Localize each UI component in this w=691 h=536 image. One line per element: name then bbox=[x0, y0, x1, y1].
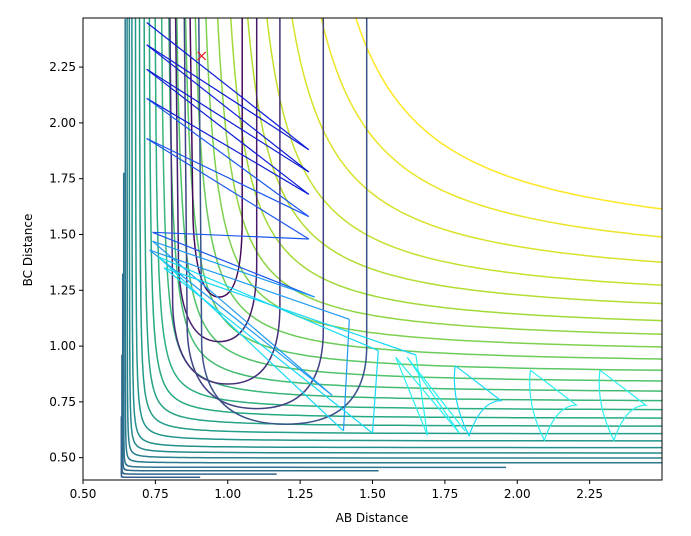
trajectory-loop bbox=[598, 369, 648, 442]
y-tick-label: 2.00 bbox=[49, 116, 76, 130]
contour-line bbox=[229, 18, 662, 322]
trajectory-segment bbox=[395, 356, 460, 434]
trajectory-segment bbox=[146, 68, 310, 173]
trajectory-segment bbox=[146, 97, 310, 195]
contour-line bbox=[291, 18, 662, 263]
contour-line bbox=[120, 416, 201, 479]
contour-line bbox=[266, 18, 662, 286]
contour-line bbox=[121, 273, 379, 472]
x-tick-label: 1.75 bbox=[432, 487, 459, 501]
contour-line bbox=[143, 18, 662, 427]
contour-line bbox=[216, 18, 662, 335]
start-marker bbox=[197, 51, 207, 61]
contour-line bbox=[355, 18, 662, 210]
x-axis-ticks: 0.50 0.75 1.00 1.25 1.50 1.75 2.00 2.25 bbox=[70, 480, 603, 501]
contour-line bbox=[131, 18, 662, 449]
contour-line bbox=[126, 18, 662, 459]
contour-line bbox=[138, 18, 662, 435]
trajectory-segment bbox=[146, 137, 310, 240]
y-tick-label: 1.00 bbox=[49, 339, 76, 353]
contour-line bbox=[176, 18, 662, 382]
y-tick-label: 1.50 bbox=[49, 227, 76, 241]
contour-line bbox=[124, 18, 662, 464]
trajectory-segment bbox=[371, 350, 379, 434]
y-tick-label: 1.75 bbox=[49, 172, 76, 186]
trajectory-segment bbox=[157, 256, 344, 432]
x-tick-label: 0.75 bbox=[142, 487, 169, 501]
contour-line bbox=[122, 172, 506, 469]
contour-line bbox=[121, 354, 277, 475]
x-tick-label: 2.25 bbox=[576, 487, 603, 501]
trajectory-segment bbox=[152, 240, 315, 298]
contour-line bbox=[168, 18, 662, 392]
well-contour-line bbox=[189, 18, 243, 298]
trajectory-line bbox=[146, 22, 648, 442]
contour-line bbox=[320, 18, 662, 238]
well-contour-line bbox=[174, 18, 258, 343]
trajectory-segment bbox=[152, 231, 309, 240]
y-tick-label: 0.50 bbox=[49, 451, 76, 465]
well-contour-line bbox=[183, 18, 325, 410]
trajectory-segment bbox=[146, 68, 310, 195]
well-contour-line bbox=[198, 18, 368, 425]
trajectory-segment bbox=[163, 267, 373, 434]
trajectory-segment bbox=[149, 249, 333, 396]
marker-stroke bbox=[197, 51, 207, 61]
y-tick-label: 0.75 bbox=[49, 395, 76, 409]
trajectory-segment bbox=[146, 97, 310, 218]
x-tick-label: 1.50 bbox=[359, 487, 386, 501]
trajectory-segment bbox=[149, 249, 350, 320]
well-contour-line bbox=[169, 18, 281, 385]
x-tick-label: 1.00 bbox=[214, 487, 241, 501]
contour-line bbox=[128, 18, 662, 454]
trajectory-segment bbox=[152, 231, 315, 298]
contour-lines bbox=[120, 18, 662, 479]
trajectory-loop bbox=[529, 369, 579, 442]
trajectory-segment bbox=[406, 356, 460, 434]
trajectory-segment bbox=[146, 44, 310, 151]
y-tick-label: 1.25 bbox=[49, 283, 76, 297]
contour-line bbox=[205, 18, 662, 348]
trajectory-segment bbox=[163, 267, 417, 356]
x-tick-label: 1.25 bbox=[287, 487, 314, 501]
trajectory-segment bbox=[395, 356, 429, 436]
y-tick-label: 2.25 bbox=[49, 60, 76, 74]
trajectory-loop bbox=[453, 365, 503, 438]
contour-line bbox=[154, 18, 662, 411]
y-axis-label: BC Distance bbox=[21, 214, 35, 287]
trajectory-segment bbox=[146, 44, 310, 173]
contour-line bbox=[134, 18, 662, 442]
trajectory-segment bbox=[146, 137, 310, 218]
trajectory-segment bbox=[406, 356, 466, 432]
contour-line bbox=[148, 18, 662, 419]
trajectory-segment bbox=[415, 354, 429, 436]
y-axis-ticks: 0.50 0.75 1.00 1.25 1.50 1.75 2.00 2.25 bbox=[49, 60, 83, 465]
x-tick-label: 2.00 bbox=[504, 487, 531, 501]
x-tick-label: 0.50 bbox=[70, 487, 97, 501]
x-axis-label: AB Distance bbox=[336, 511, 409, 525]
trajectory-segment bbox=[146, 22, 310, 151]
